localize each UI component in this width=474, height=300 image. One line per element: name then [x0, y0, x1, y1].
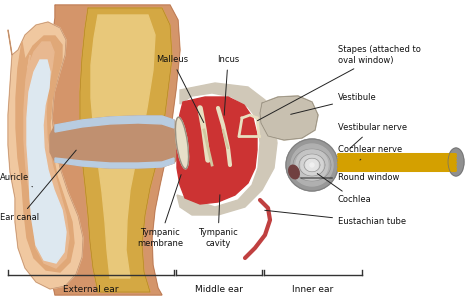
Text: Eustachian tube: Eustachian tube	[265, 210, 406, 226]
Circle shape	[301, 154, 323, 176]
Polygon shape	[55, 158, 174, 168]
Polygon shape	[91, 15, 155, 278]
Ellipse shape	[448, 148, 464, 176]
Text: Stapes (attached to
oval window): Stapes (attached to oval window)	[257, 45, 421, 121]
Text: Cochlear nerve: Cochlear nerve	[338, 146, 402, 160]
Circle shape	[306, 159, 318, 171]
Text: Cochlea: Cochlea	[317, 174, 372, 205]
Text: Incus: Incus	[217, 56, 239, 115]
Polygon shape	[16, 36, 74, 272]
Text: Tympanic
cavity: Tympanic cavity	[198, 195, 238, 248]
Text: Inner ear: Inner ear	[292, 285, 334, 294]
Polygon shape	[177, 83, 277, 215]
Polygon shape	[260, 96, 318, 140]
Polygon shape	[27, 60, 66, 263]
Text: Vestibule: Vestibule	[291, 94, 377, 114]
Circle shape	[286, 139, 338, 191]
Circle shape	[310, 163, 314, 167]
Text: Round window: Round window	[301, 173, 400, 182]
Polygon shape	[177, 97, 257, 204]
Text: External ear: External ear	[63, 285, 119, 294]
Polygon shape	[24, 42, 69, 268]
Polygon shape	[8, 22, 83, 289]
Polygon shape	[260, 96, 318, 140]
Text: Ear canal: Ear canal	[0, 150, 76, 223]
Text: Middle ear: Middle ear	[195, 285, 243, 294]
Polygon shape	[80, 8, 172, 292]
Text: Tympanic
membrane: Tympanic membrane	[137, 175, 183, 248]
Circle shape	[291, 144, 333, 186]
Ellipse shape	[175, 117, 189, 169]
Text: Vestibular nerve: Vestibular nerve	[338, 124, 407, 148]
Circle shape	[296, 149, 328, 181]
Polygon shape	[50, 116, 181, 168]
Text: Malleus: Malleus	[156, 56, 204, 122]
Polygon shape	[55, 116, 174, 132]
Ellipse shape	[289, 165, 299, 179]
Polygon shape	[38, 5, 180, 295]
Text: Auricle: Auricle	[0, 173, 33, 187]
